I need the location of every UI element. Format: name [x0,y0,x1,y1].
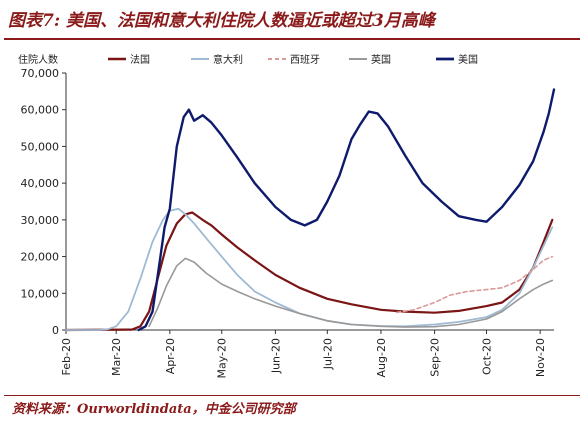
legend-label: 英国 [371,53,391,66]
x-tick-label: Feb-20 [60,338,73,375]
y-tick-label: 60,000 [21,104,60,117]
x-tick-label: Jun-20 [269,338,282,374]
chart-axes: 0 10,000 20,000 30,000 40,000 50,000 60,000 70,… [21,67,554,379]
x-tick-label: Oct-20 [481,338,494,375]
x-tick-label: Jul-20 [321,338,334,370]
series-line [64,211,554,332]
x-tick-label: Apr-20 [164,338,177,374]
footer-rule [4,395,580,396]
source-note: 资料来源：Ourworldindata，中金公司研究部 [12,402,296,417]
y-tick-label: 70,000 [21,67,60,80]
x-tick-label: Nov-20 [534,338,547,377]
title-rule [4,38,580,40]
y-axis-title: 住院人数 [18,53,58,66]
y-tick-label: 10,000 [21,287,60,300]
chart-series [64,88,556,332]
chart-title: 图表7: 美国、法国和意大利住院人数逼近或超过3月高峰 [8,11,435,31]
series-line [148,257,554,328]
y-tick-label: 50,000 [21,140,60,153]
y-tick-label: 30,000 [21,214,60,227]
legend-label: 西班牙 [290,54,320,66]
series-line [395,255,554,314]
legend-label: 美国 [458,53,478,66]
y-axis-label: 住院人数 [18,53,58,66]
x-tick-label: Mar-20 [110,338,123,376]
y-tick-label: 20,000 [21,251,60,264]
x-tick-label: Sep-20 [429,338,442,377]
y-tick-label: 0 [52,324,59,337]
legend-label: 意大利 [213,53,243,66]
y-tick-label: 40,000 [21,177,60,190]
x-tick-label: May-20 [216,338,229,379]
x-tick-label: Aug-20 [375,338,388,377]
legend-label: 法国 [130,53,150,66]
chart-legend: 法国 意大利 西班牙 英国 美国 [108,53,478,66]
series-line [65,207,554,331]
series-line [137,88,556,332]
